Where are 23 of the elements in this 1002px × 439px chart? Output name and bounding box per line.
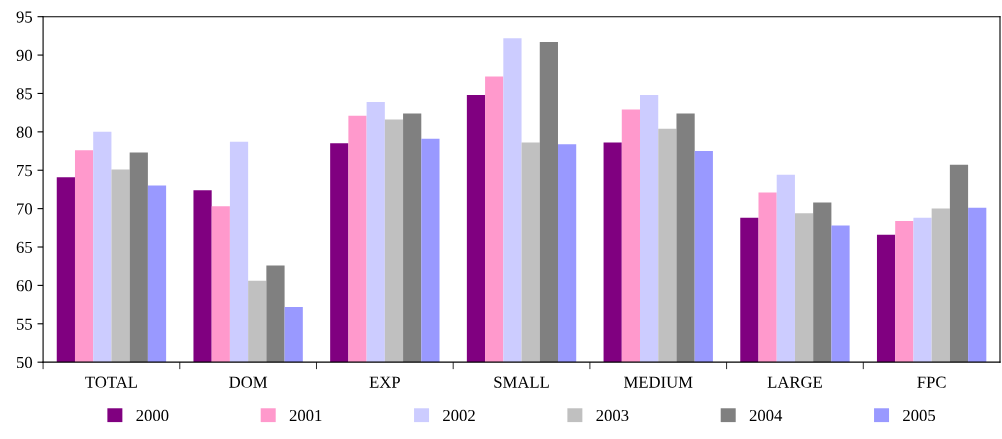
legend-label: 2002 <box>443 409 475 422</box>
y-tick-label: 50 <box>16 356 33 369</box>
x-tick-label: FPC <box>917 376 946 388</box>
y-tick-label: 70 <box>17 203 33 215</box>
y-tick-label: 60 <box>16 280 33 292</box>
x-tick-label: MEDIUM <box>624 376 693 388</box>
legend-label: 2005 <box>903 409 936 422</box>
y-tick-label: 65 <box>16 241 33 253</box>
legend-label: 2000 <box>136 409 169 422</box>
x-tick-label: EXP <box>369 376 400 388</box>
legend-label: 2003 <box>596 409 629 422</box>
y-tick-label: 80 <box>16 126 33 138</box>
legend-label: 2001 <box>289 409 322 422</box>
x-tick-label: TOTAL <box>85 376 137 388</box>
y-tick-label: 95 <box>16 11 33 23</box>
x-tick-label: LARGE <box>767 376 822 388</box>
y-tick-label: 85 <box>16 88 33 100</box>
y-tick-label: 75 <box>17 165 33 177</box>
y-tick-label: 55 <box>16 318 33 330</box>
legend-label: 2004 <box>749 409 783 422</box>
x-tick-label: SMALL <box>494 376 549 388</box>
x-tick-label: DOM <box>229 376 268 388</box>
y-tick-label: 90 <box>16 49 33 62</box>
